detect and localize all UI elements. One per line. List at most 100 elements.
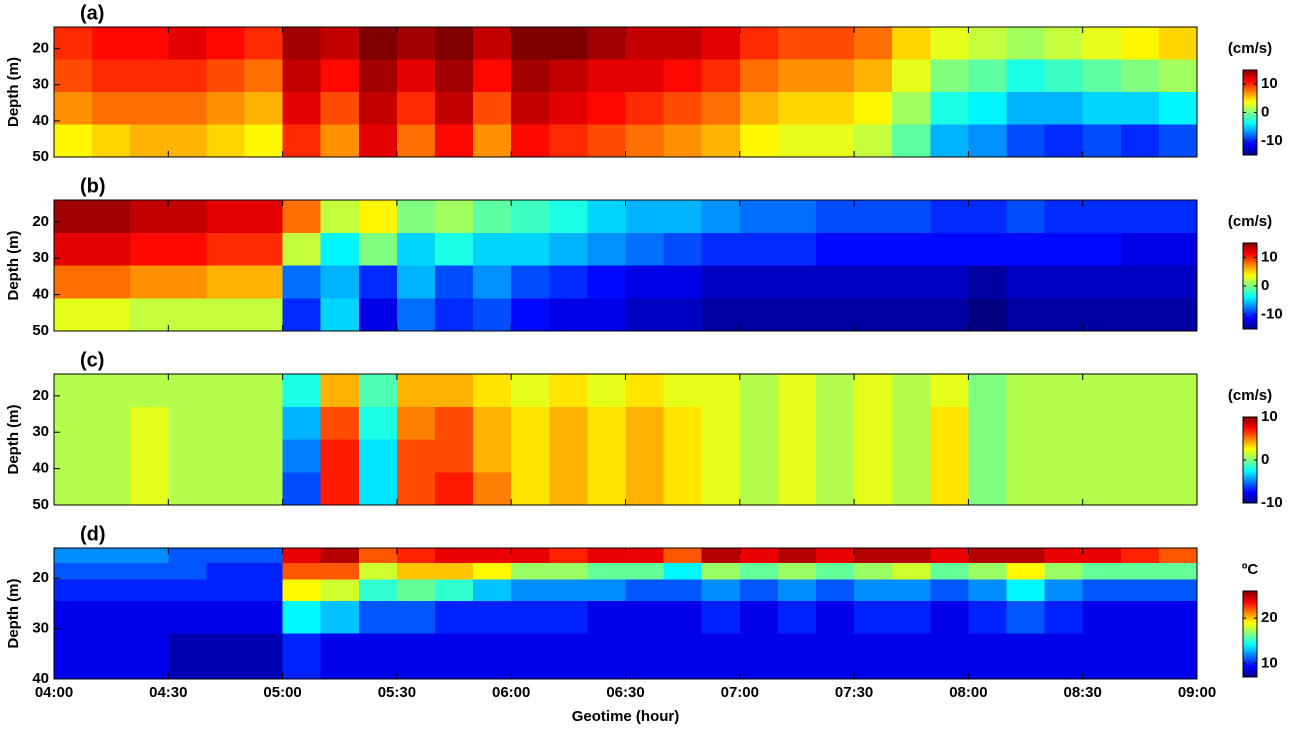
cell [968,298,1007,331]
cell [1082,439,1122,473]
cell [816,439,855,473]
cell [816,59,855,93]
cell [320,439,360,473]
cell [777,563,817,580]
cell [54,265,93,299]
cell [244,406,284,440]
cell [282,579,322,602]
cell [739,298,779,331]
cell [206,232,245,266]
cell [892,374,931,408]
cell [92,232,131,266]
cell [282,633,322,679]
cell [130,59,169,93]
y-tick-label: 20 [32,569,49,586]
cell [854,472,893,505]
y-tick-label: 40 [32,112,49,129]
cell [358,27,398,60]
cell [777,406,817,440]
cell [130,124,169,157]
cell [1120,232,1160,266]
cell [625,600,665,635]
colorbar-tick-label: 10 [1261,654,1278,671]
cell [1082,298,1122,331]
cell [739,439,779,473]
cell [206,579,245,602]
cell [320,600,360,635]
cell [739,265,779,299]
cell [54,600,93,635]
cell [92,600,131,635]
cell [206,124,245,157]
cell [92,406,131,440]
cell [511,59,550,93]
cell [54,92,93,125]
cell [168,374,207,408]
cell [930,579,969,602]
cell [1120,59,1160,93]
cell [739,563,779,580]
cell [358,374,398,408]
cell [1082,27,1122,60]
cell [358,563,398,580]
cell [1158,92,1197,125]
x-tick-label: 07:00 [721,684,759,701]
cell [1082,232,1122,266]
cell [206,633,245,679]
cell [282,600,322,635]
cell [435,200,474,234]
cell [701,124,741,157]
cell [511,265,550,299]
cell [777,265,817,299]
cell [511,124,550,157]
cell [435,59,474,93]
cell [663,600,703,635]
cell [777,200,817,234]
cell [816,633,855,679]
cell [130,548,169,564]
cell [320,472,360,505]
cell [168,200,207,234]
cell [549,439,588,473]
cell [206,374,245,408]
cell [1082,92,1122,125]
cell [1006,92,1046,125]
cell [587,374,626,408]
cell [625,298,665,331]
cell [130,200,169,234]
cell [396,406,436,440]
cell [968,600,1007,635]
cell [968,563,1007,580]
cell [1120,472,1160,505]
cell [1158,59,1197,93]
cell [206,406,245,440]
cell [130,633,169,679]
cell [625,406,665,440]
cell [130,439,169,473]
cell [663,548,703,564]
cell [1120,579,1160,602]
cell [396,27,436,60]
cell [1120,548,1160,564]
cell [130,563,169,580]
cell [168,59,207,93]
cell [396,374,436,408]
cell [206,439,245,473]
cell [739,374,779,408]
cell [396,124,436,157]
cell [320,633,360,679]
cell [549,200,588,234]
cell [930,298,969,331]
cell [282,298,322,331]
x-tick-label: 05:00 [263,684,301,701]
cell [968,472,1007,505]
cell [854,124,893,157]
panel-label: (c) [80,349,104,371]
cell [854,59,893,93]
cell [1158,563,1197,580]
cell [92,374,131,408]
cell [1044,633,1084,679]
cell [701,374,741,408]
cell [625,27,665,60]
